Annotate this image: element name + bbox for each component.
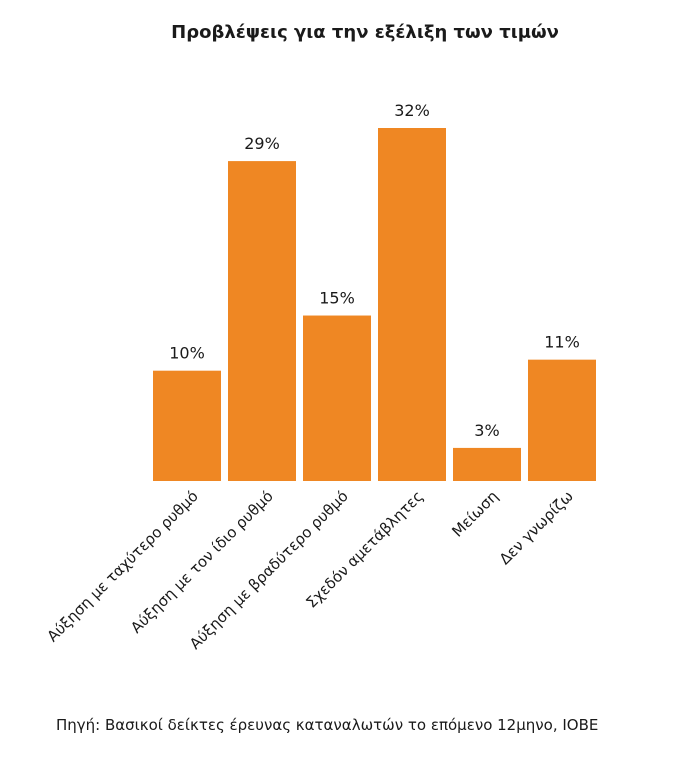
- bar-value-label-3: 15%: [319, 289, 355, 308]
- chart-title: Προβλέψεις για την εξέλιξη των τιμών: [171, 22, 559, 43]
- category-label-1: Αύξηση με ταχύτερο ρυθμό: [43, 487, 201, 645]
- bar-1: [153, 370, 221, 481]
- bar-value-label-2: 29%: [244, 134, 280, 153]
- bar-6: [528, 359, 596, 481]
- category-label-3: Αύξηση με βραδύτερο ρυθμό: [186, 487, 352, 653]
- bar-value-label-5: 3%: [474, 421, 499, 440]
- bar-3: [303, 315, 371, 481]
- bar-2: [228, 161, 296, 481]
- bar-value-label-6: 11%: [544, 333, 580, 352]
- category-label-6: Δεν γνωρίζω: [496, 487, 577, 568]
- bar-value-label-1: 10%: [169, 344, 205, 363]
- category-label-5: Μείωση: [448, 487, 502, 541]
- bar-value-label-4: 32%: [394, 101, 430, 120]
- source-note: Πηγή: Βασικοί δείκτες έρευνας καταναλωτώ…: [56, 716, 599, 734]
- bar-4: [378, 128, 446, 481]
- bar-chart: 10% 29% 15% 32% 3% 11% Αύξηση με ταχύτερο ρυθ…: [43, 101, 596, 653]
- bar-5: [453, 447, 521, 481]
- bars-group: [153, 128, 596, 481]
- category-label-2: Αύξηση με τον ίδιο ρυθμό: [127, 487, 277, 637]
- value-labels-group: 10% 29% 15% 32% 3% 11%: [169, 101, 580, 440]
